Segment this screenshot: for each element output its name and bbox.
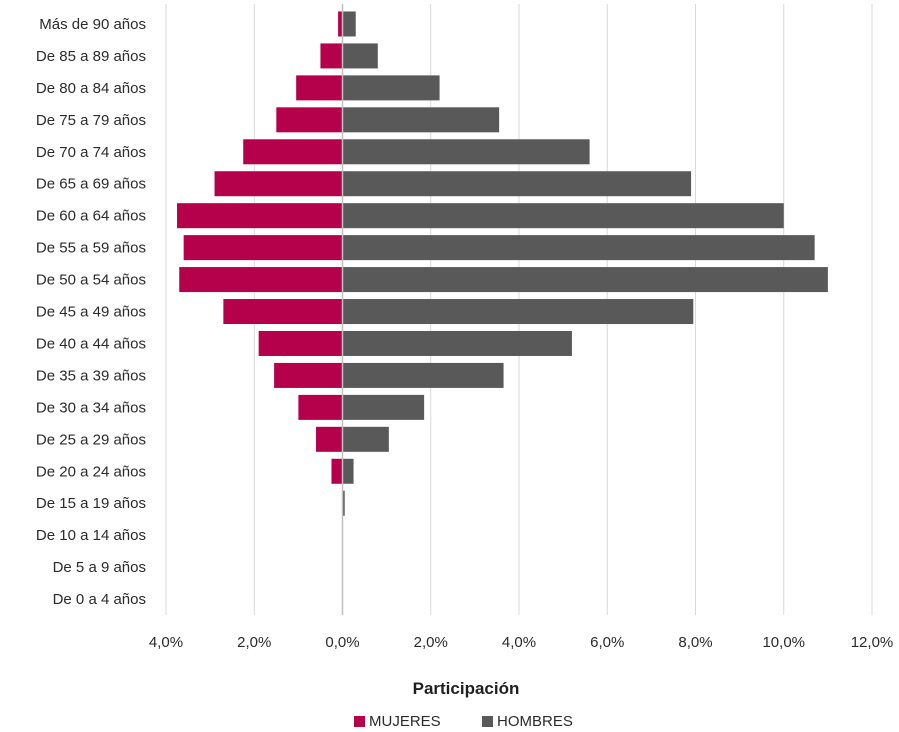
bar-mujeres bbox=[243, 139, 343, 165]
category-label: Más de 90 años bbox=[39, 16, 146, 33]
category-label: De 45 a 49 años bbox=[36, 304, 146, 321]
category-label: De 10 a 14 años bbox=[36, 527, 146, 544]
x-tick-label: 4,0% bbox=[502, 634, 536, 651]
category-label: De 85 a 89 años bbox=[36, 48, 146, 65]
x-tick-label: 10,0% bbox=[762, 634, 805, 651]
bar-mujeres bbox=[338, 11, 343, 37]
bar-hombres bbox=[342, 490, 345, 516]
bar-mujeres bbox=[276, 107, 343, 133]
category-label: De 0 a 4 años bbox=[53, 591, 146, 608]
category-label: De 65 a 69 años bbox=[36, 176, 146, 193]
bar-mujeres bbox=[214, 171, 343, 197]
bar-hombres bbox=[342, 330, 572, 356]
bar-mujeres bbox=[274, 362, 343, 388]
x-tick-label: 2,0% bbox=[237, 634, 271, 651]
x-tick-label: 0,0% bbox=[325, 634, 359, 651]
bar-mujeres bbox=[223, 299, 343, 325]
category-label: De 20 a 24 años bbox=[36, 463, 146, 480]
bar-hombres bbox=[342, 426, 389, 452]
x-tick-label: 2,0% bbox=[414, 634, 448, 651]
bars bbox=[177, 4, 828, 616]
bar-mujeres bbox=[331, 458, 343, 484]
legend-swatch-mujeres bbox=[354, 716, 365, 727]
category-label: De 80 a 84 años bbox=[36, 80, 146, 97]
category-label: De 70 a 74 años bbox=[36, 144, 146, 161]
bar-hombres bbox=[342, 171, 692, 197]
category-label: De 50 a 54 años bbox=[36, 272, 146, 289]
bar-mujeres bbox=[183, 235, 343, 261]
category-label: De 35 a 39 años bbox=[36, 367, 146, 384]
x-tick-label: 4,0% bbox=[149, 634, 183, 651]
bar-hombres bbox=[342, 235, 815, 261]
category-label: De 40 a 44 años bbox=[36, 335, 146, 352]
x-axis-title: Participación bbox=[413, 679, 520, 698]
category-label: De 5 a 9 años bbox=[53, 559, 146, 576]
bar-hombres bbox=[342, 362, 504, 388]
category-labels: Más de 90 años De 85 a 89 años De 80 a 84 … bbox=[36, 16, 146, 608]
bar-hombres bbox=[342, 299, 694, 325]
x-tick-label: 12,0% bbox=[851, 634, 894, 651]
legend: MUJERES HOMBRES bbox=[354, 713, 573, 730]
x-tick-label: 8,0% bbox=[678, 634, 712, 651]
bar-hombres bbox=[342, 267, 828, 293]
bar-hombres bbox=[342, 139, 590, 165]
bar-hombres bbox=[342, 394, 425, 420]
category-label: De 15 a 19 años bbox=[36, 495, 146, 512]
bar-mujeres bbox=[258, 330, 343, 356]
bar-hombres bbox=[342, 458, 354, 484]
bar-mujeres bbox=[316, 426, 343, 452]
bar-hombres bbox=[342, 75, 440, 101]
bar-mujeres bbox=[298, 394, 343, 420]
bar-hombres bbox=[342, 43, 378, 69]
legend-label-mujeres: MUJERES bbox=[369, 713, 441, 730]
bar-hombres bbox=[342, 203, 784, 229]
bar-hombres bbox=[342, 11, 356, 37]
category-label: De 75 a 79 años bbox=[36, 112, 146, 129]
legend-swatch-hombres bbox=[482, 716, 493, 727]
category-label: De 30 a 34 años bbox=[36, 399, 146, 416]
bar-mujeres bbox=[296, 75, 343, 101]
category-label: De 55 a 59 años bbox=[36, 240, 146, 257]
legend-label-hombres: HOMBRES bbox=[497, 713, 573, 730]
bar-hombres bbox=[342, 107, 500, 133]
bar-mujeres bbox=[177, 203, 343, 229]
category-label: De 60 a 64 años bbox=[36, 208, 146, 225]
category-label: De 25 a 29 años bbox=[36, 431, 146, 448]
bar-mujeres bbox=[179, 267, 343, 293]
x-tick-labels: 4,0% 2,0% 0,0% 2,0% 4,0% 6,0% 8,0% 10,0% 12,0% bbox=[149, 634, 893, 651]
x-tick-label: 6,0% bbox=[590, 634, 624, 651]
bar-mujeres bbox=[320, 43, 343, 69]
